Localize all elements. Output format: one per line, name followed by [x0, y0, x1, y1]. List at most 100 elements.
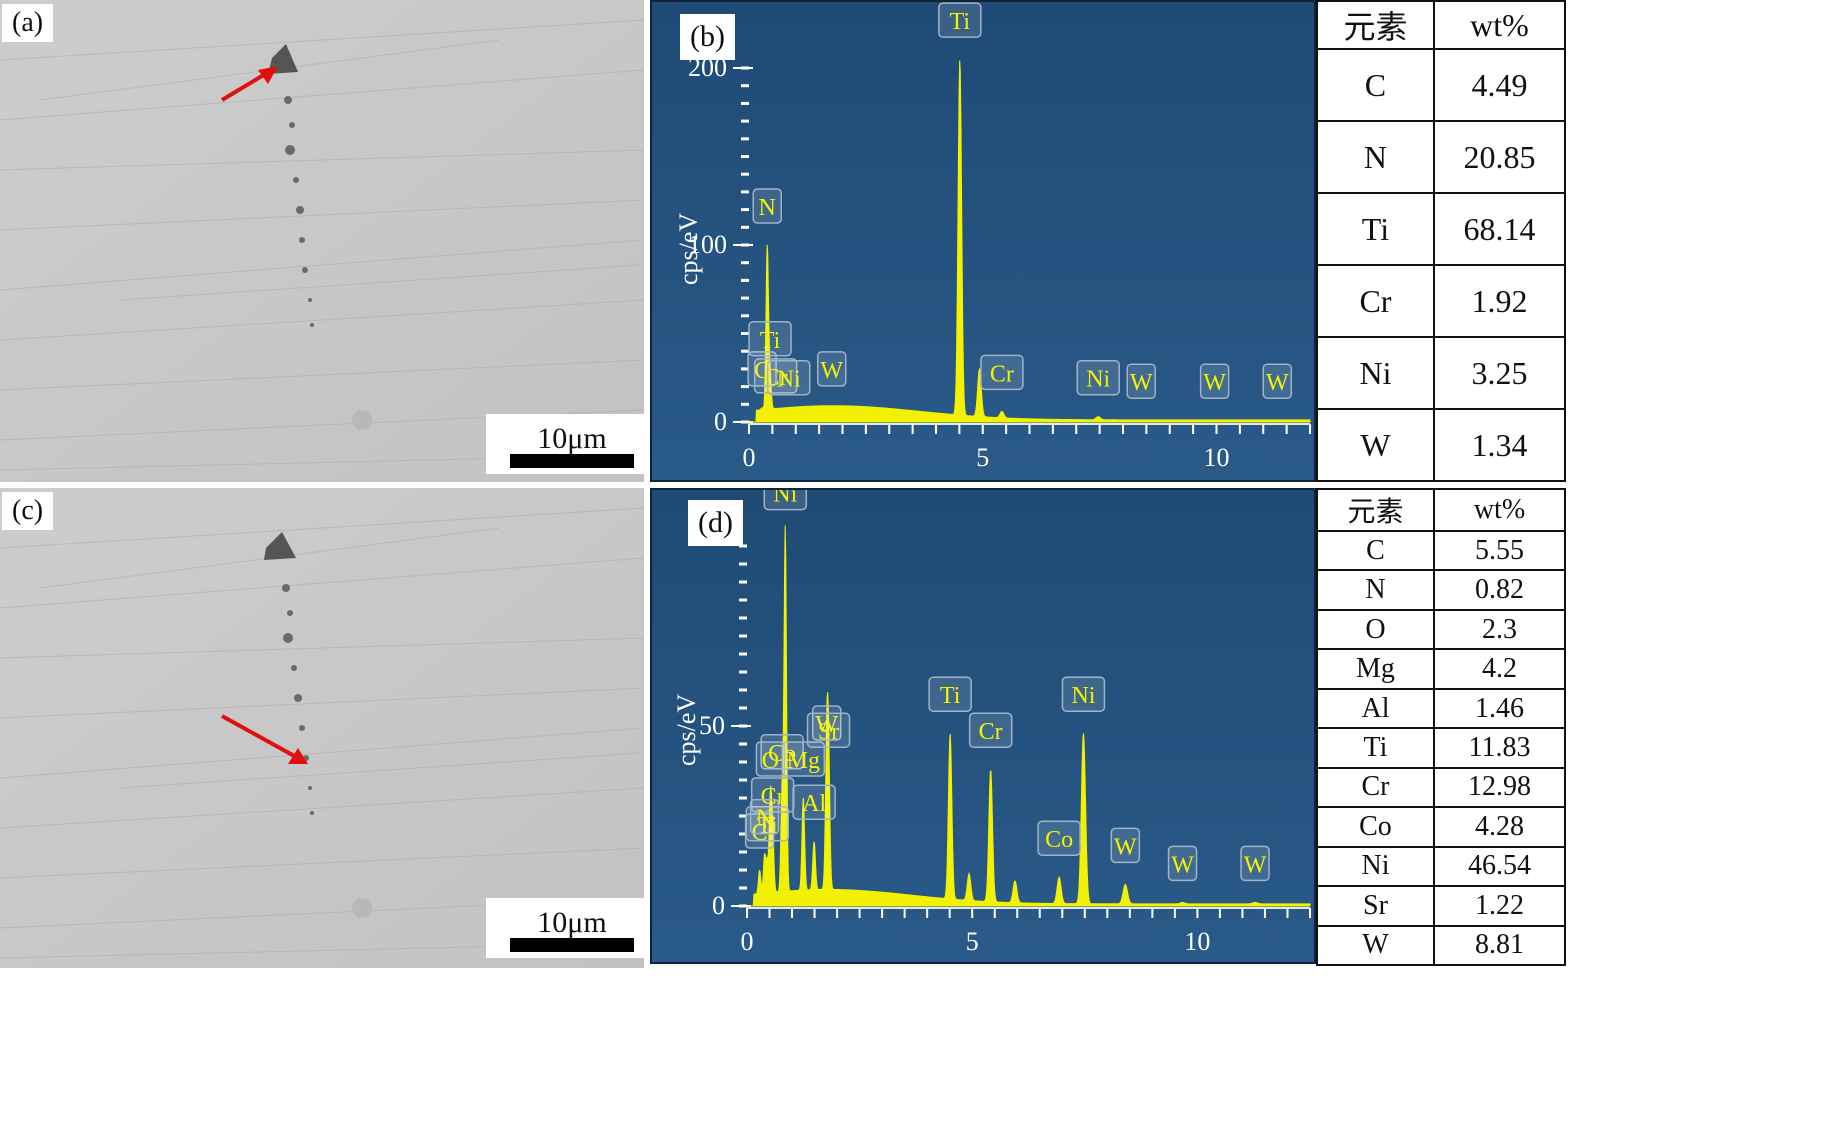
table-row: Ni 46.54 — [1316, 845, 1567, 888]
peak-label-box — [1126, 363, 1156, 399]
peak-label: Ni — [766, 359, 811, 396]
element-cell: Cr — [1316, 264, 1435, 338]
peak-label-box — [781, 741, 826, 777]
x-tick-label: 0 — [741, 927, 754, 956]
x-tick-label: 5 — [976, 443, 989, 472]
peak-label-box — [748, 321, 792, 357]
peak-label: Sr — [806, 712, 851, 748]
wt-percent-cell: 2.3 — [1432, 608, 1567, 651]
peak-label: W — [816, 351, 847, 387]
wt-percent-cell: 12.98 — [1432, 766, 1567, 809]
eds-spectrum-b: cps/eV01002000510CNTiCrNiWTiCrNiWWW (b) — [650, 0, 1316, 482]
wt-percent-cell: 5.55 — [1432, 529, 1567, 572]
peak-label: Ni — [763, 490, 808, 511]
peak-element: Cr — [990, 361, 1014, 387]
panel-label-c: (c) — [2, 492, 54, 530]
table-row: N 20.85 — [1316, 120, 1567, 194]
peak-element: W — [1244, 852, 1267, 878]
peak-element: W — [1203, 370, 1226, 396]
panel-label-d: (d) — [688, 500, 743, 546]
peak-element: Al — [802, 791, 826, 817]
table-row: Mg 4.2 — [1316, 648, 1567, 690]
peak-label-box — [1110, 827, 1141, 864]
scale-bar-label: 10μm — [537, 906, 607, 939]
peak-element: Ni — [1086, 367, 1110, 393]
peak-element: C — [754, 358, 770, 384]
peak-element: W — [1114, 834, 1137, 860]
peak-label-box — [1076, 359, 1120, 396]
peak-label-box — [1240, 845, 1270, 882]
table-row: W 8.81 — [1316, 924, 1567, 967]
peak-label: N — [752, 188, 782, 224]
peak-label-box — [968, 712, 1013, 748]
panel-label-b: (b) — [680, 14, 735, 60]
element-cell: W — [1316, 924, 1435, 967]
peak-label-box — [1199, 363, 1230, 399]
peak-element: Cr — [979, 719, 1003, 745]
table-header-row: 元素 wt% — [1316, 488, 1567, 532]
column-header: wt% — [1432, 0, 1567, 50]
wt-percent-cell: 4.28 — [1432, 806, 1567, 848]
peak-element: Ti — [757, 813, 778, 839]
peak-label-box — [811, 705, 842, 741]
peak-element: Ni — [1071, 683, 1095, 709]
peak-label: O — [755, 741, 786, 777]
peak-label: W — [1110, 827, 1141, 864]
y-tick-label: 50 — [699, 711, 725, 740]
element-cell: Mg — [1316, 648, 1435, 690]
peak-element: W — [820, 358, 843, 384]
peak-element: W — [1171, 852, 1194, 878]
x-tick-label: 5 — [966, 927, 979, 956]
sem-texture-a — [0, 0, 644, 482]
sem-image-a: (a) 10μm — [0, 0, 644, 482]
table-row: Ti 11.83 — [1316, 727, 1567, 769]
peak-label: Mg — [781, 741, 826, 777]
wt-percent-cell: 4.2 — [1432, 648, 1567, 690]
element-cell: C — [1316, 48, 1435, 122]
peak-element: Ti — [940, 683, 961, 709]
element-cell: Ti — [1316, 727, 1435, 769]
wt-percent-cell: 11.83 — [1432, 727, 1567, 769]
table-row: Cr 1.92 — [1316, 264, 1567, 338]
table-row: Cr 12.98 — [1316, 766, 1567, 809]
peak-label-box — [1262, 363, 1293, 399]
table-row: O 2.3 — [1316, 608, 1567, 651]
table-row: Co 4.28 — [1316, 806, 1567, 848]
table-row: C 4.49 — [1316, 48, 1567, 122]
peak-label: Cr — [980, 354, 1024, 391]
element-cell: Ni — [1316, 336, 1435, 410]
x-tick-label: 10 — [1184, 927, 1210, 956]
peak-label: Cr — [968, 712, 1013, 748]
peak-label: Ti — [928, 676, 972, 712]
element-cell: Ti — [1316, 192, 1435, 266]
peak-label: W — [1262, 363, 1293, 399]
peak-label-box — [753, 358, 798, 394]
peak-label-box — [928, 676, 972, 712]
peak-element: Cr — [761, 784, 785, 810]
wt-percent-cell: 1.92 — [1432, 264, 1567, 338]
table-row: C 5.55 — [1316, 529, 1567, 572]
column-header: 元素 — [1316, 0, 1435, 50]
peak-label-box — [766, 359, 811, 396]
peak-label-box — [1037, 820, 1081, 856]
peak-label-box — [763, 490, 808, 511]
peak-label-box — [980, 354, 1024, 391]
element-cell: Al — [1316, 687, 1435, 730]
element-cell: Co — [1316, 806, 1435, 848]
peak-label: Ti — [748, 321, 792, 357]
element-cell: Ni — [1316, 845, 1435, 888]
wt-percent-cell: 8.81 — [1432, 924, 1567, 967]
table-row: Sr 1.22 — [1316, 885, 1567, 927]
peak-element: O — [762, 748, 779, 774]
scale-bar-label: 10μm — [537, 422, 607, 455]
peak-element: N — [759, 195, 776, 221]
peak-element: N — [756, 806, 773, 832]
column-header: wt% — [1432, 488, 1567, 532]
spectrum-curve — [747, 525, 1311, 907]
peak-label-box — [752, 188, 782, 224]
column-header: 元素 — [1316, 488, 1435, 532]
peak-label-box — [816, 351, 847, 387]
x-tick-label: 10 — [1204, 443, 1230, 472]
wt-percent-cell: 1.46 — [1432, 687, 1567, 730]
peak-element: W — [1266, 370, 1289, 396]
